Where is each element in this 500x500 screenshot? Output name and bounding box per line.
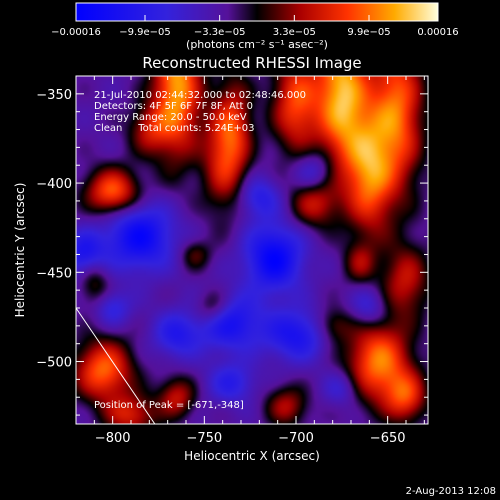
plot-frame (75, 75, 429, 425)
colorbar-unit-label: (photons cm⁻² s⁻¹ asec⁻²) (186, 38, 328, 51)
colorbar-tick-label: −9.9e−05 (119, 27, 171, 38)
solar-limb-line (76, 307, 156, 424)
annotation-energy-range: Energy Range: 20.0 - 50.0 keV (94, 112, 247, 123)
x-axis-label: Heliocentric X (arcsec) (184, 449, 320, 463)
x-tick-label: −700 (278, 431, 314, 446)
y-tick-label: −500 (36, 356, 72, 371)
x-tick-label: −750 (186, 431, 222, 446)
plot-timestamp: 2-Aug-2013 12:08 (406, 486, 496, 497)
annotation-time-range: 21-Jul-2010 02:44:32.000 to 02:48:46.000 (94, 90, 306, 101)
colorbar-tick-label: −0.00016 (51, 27, 101, 38)
x-tick-label: −650 (370, 431, 406, 446)
annotation-clean-counts: Clean Total counts: 5.24E+03 (94, 123, 254, 134)
colorbar-ticks: −0.00016 −9.9e−05 −3.3e−05 3.3e−05 9.9e−05 0.… (51, 15, 459, 38)
colorbar-tick-label: 3.3e−05 (273, 27, 316, 38)
chart-title: Reconstructed RHESSI Image (142, 54, 361, 72)
colorbar-tick-label: −3.3e−05 (194, 27, 246, 38)
colorbar (75, 2, 439, 22)
colorbar-tick-label: 0.00016 (417, 27, 458, 38)
heatmap-image (76, 76, 428, 424)
y-axis-label: Heliocentric Y (arcsec) (13, 183, 27, 318)
y-tick-label: −450 (36, 266, 72, 281)
colorbar-tick-label: 9.9e−05 (347, 27, 390, 38)
x-tick-label: −800 (95, 431, 131, 446)
axis-ticks: −800 −750 −700 −650 −350 −400 −450 −500 (36, 75, 428, 446)
annotation-detectors: Detectors: 4F 5F 6F 7F 8F, Att 0 (94, 101, 253, 112)
y-tick-label: −350 (36, 88, 72, 103)
annotation-peak-position: Position of Peak = [-671,-348] (94, 400, 244, 411)
y-tick-label: −400 (36, 177, 72, 192)
